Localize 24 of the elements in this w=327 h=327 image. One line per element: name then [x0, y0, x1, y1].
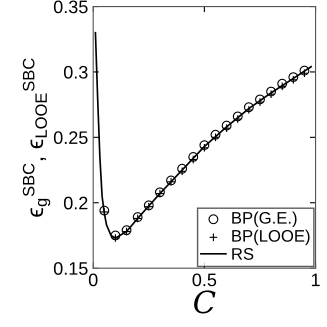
- y-tick-label: 0.2: [64, 196, 88, 210]
- point: [256, 98, 264, 106]
- y-axis-title: ϵ$_{g}$$^{SBC}$, ϵ$_{LOOE}$$^{SBC}$: [22, 58, 50, 217]
- point: [244, 106, 254, 114]
- y-tick-label: 0.15: [54, 262, 88, 275]
- point: [111, 234, 120, 242]
- legend-label: BP(G.E.): [232, 212, 297, 228]
- point: [266, 90, 276, 99]
- x-tick-label: 1: [312, 274, 320, 286]
- legend-label: RS: [232, 248, 254, 260]
- x-tick-label: 0.5: [192, 273, 216, 286]
- point: [188, 155, 198, 164]
- legend-label: BP(LOOE): [232, 230, 310, 246]
- y-tick-label: 0.35: [54, 0, 88, 14]
- x-axis-title: C: [194, 290, 216, 314]
- point: [233, 114, 242, 124]
- point: [178, 166, 186, 176]
- point: [222, 124, 231, 133]
- y-tick-label: 0.25: [54, 131, 88, 144]
- x-tick-label: 0: [88, 273, 98, 286]
- point: [278, 82, 287, 91]
- point: [200, 143, 209, 152]
- point: [211, 132, 220, 142]
- y-tick-label: 0.3: [64, 66, 88, 79]
